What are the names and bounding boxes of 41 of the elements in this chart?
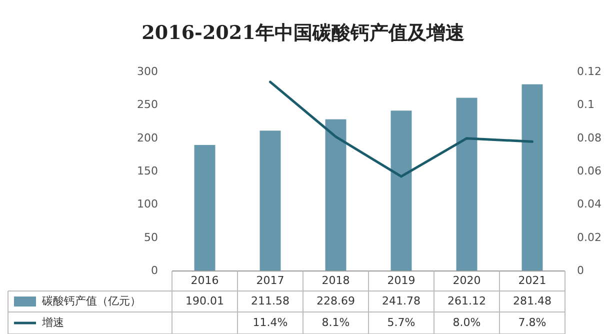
bar bbox=[522, 84, 543, 271]
data-label: 5.7% bbox=[387, 316, 416, 330]
y-tick-label: 0 bbox=[151, 264, 158, 278]
data-label: 241.78 bbox=[382, 294, 420, 308]
bar bbox=[194, 144, 216, 271]
chart-title: 2016-2021年中国碳酸钙产值及增速 bbox=[142, 22, 464, 44]
y-tick-label: 100 bbox=[137, 198, 158, 211]
data-label: 8.1% bbox=[322, 316, 350, 330]
data-label: 8.0% bbox=[452, 316, 481, 330]
legend-label: 碳酸钙产值（亿元） bbox=[41, 294, 141, 308]
x-tick-label: 2016 bbox=[190, 274, 219, 288]
legend-label: 增速 bbox=[41, 316, 64, 330]
y-tick-label: 50 bbox=[144, 230, 158, 244]
data-label: 7.8% bbox=[518, 316, 546, 330]
data-label: 190.01 bbox=[186, 294, 224, 308]
y2-tick-label: 0.04 bbox=[577, 198, 602, 211]
y2-tick-label: 0.06 bbox=[577, 164, 602, 178]
data-label: 211.58 bbox=[251, 294, 290, 308]
y-tick-label: 150 bbox=[137, 164, 158, 178]
y2-tick-label: 0 bbox=[577, 264, 584, 278]
bar bbox=[260, 130, 281, 271]
data-label: 11.4% bbox=[252, 316, 288, 330]
x-tick-label: 2017 bbox=[256, 274, 284, 288]
data-label: 261.12 bbox=[448, 294, 486, 308]
x-tick-label: 2019 bbox=[387, 274, 416, 288]
bar bbox=[456, 98, 478, 271]
x-tick-label: 2021 bbox=[518, 274, 546, 288]
y2-tick-label: 0.12 bbox=[577, 65, 602, 78]
line-series bbox=[269, 80, 534, 178]
data-label: 228.69 bbox=[316, 294, 355, 308]
bar bbox=[390, 110, 412, 271]
bar bbox=[325, 119, 346, 271]
y2-tick-label: 0.08 bbox=[577, 131, 602, 144]
x-tick-label: 2020 bbox=[452, 274, 481, 288]
y-tick-label: 300 bbox=[137, 65, 158, 78]
y-tick-label: 250 bbox=[137, 98, 158, 112]
y-tick-label: 200 bbox=[137, 131, 158, 144]
y2-tick-label: 0.1 bbox=[577, 98, 594, 112]
y2-tick-label: 0.02 bbox=[577, 230, 602, 244]
data-label: 281.48 bbox=[513, 294, 552, 308]
x-tick-label: 2018 bbox=[322, 274, 350, 288]
